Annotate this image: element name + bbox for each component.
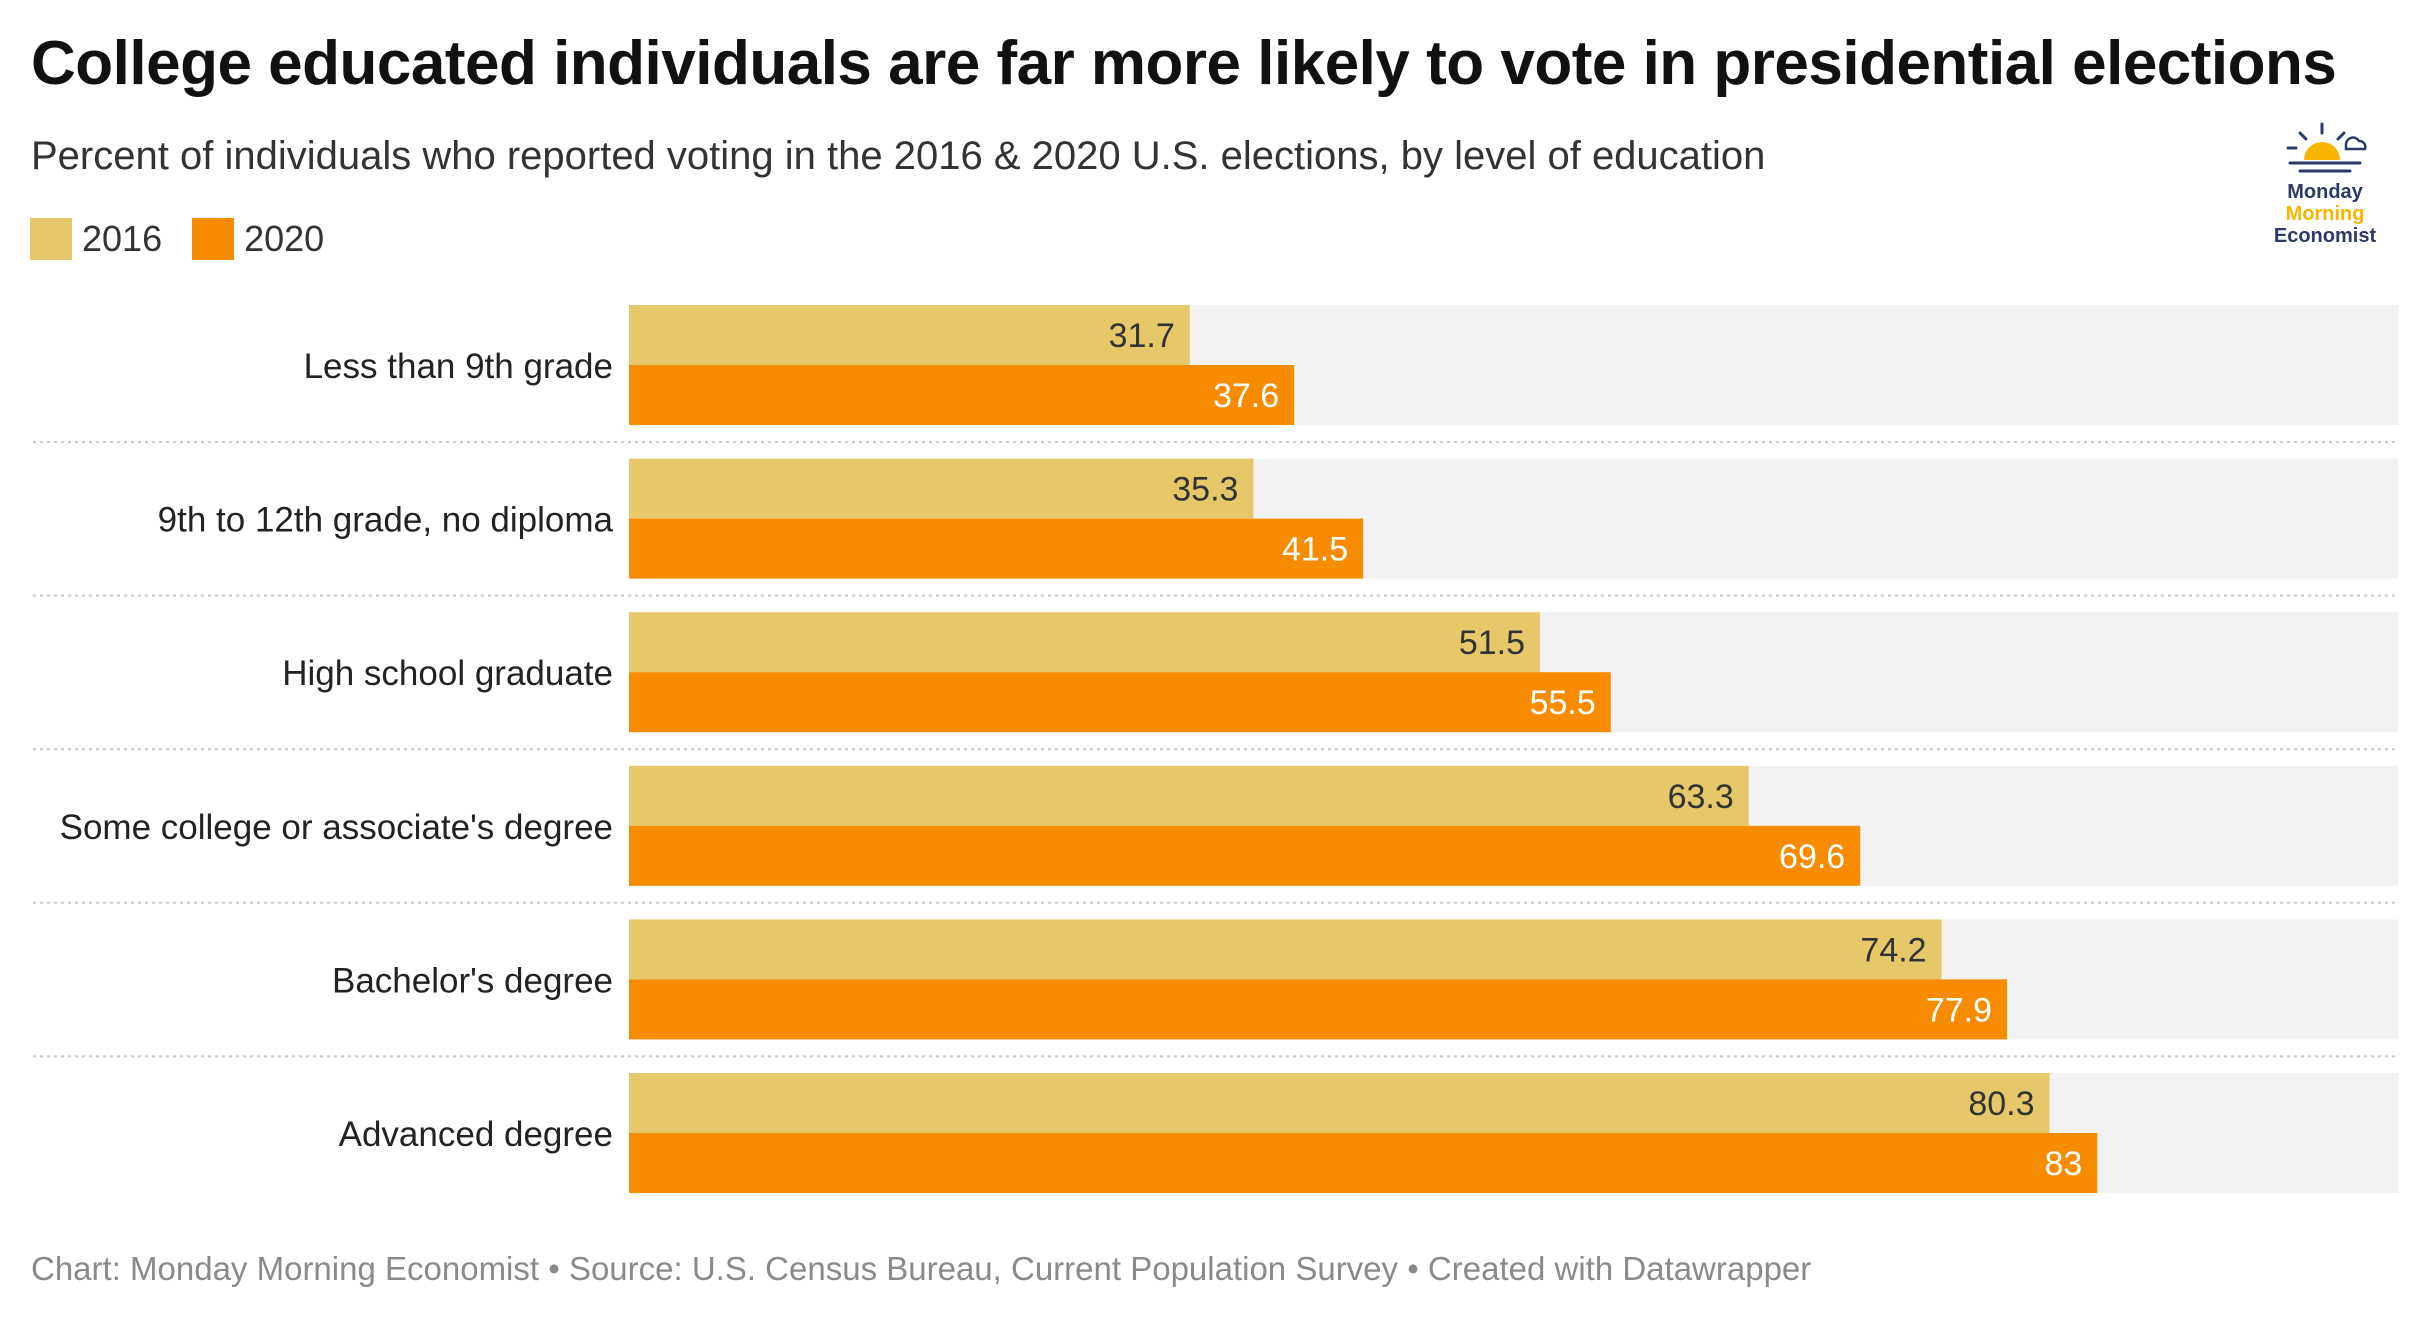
data-label-2020: 41.5 [1282, 531, 1348, 569]
bar-2016 [629, 1073, 2050, 1133]
legend-label-2020: 2020 [244, 218, 325, 259]
bar-2020 [629, 979, 2008, 1040]
data-label-2016: 80.3 [1968, 1085, 2034, 1123]
bar-2020 [629, 365, 1295, 425]
legend: 2016 2020 [30, 218, 354, 260]
data-label-2020: 37.6 [1213, 377, 1279, 415]
bar-2016 [629, 305, 1190, 365]
category-label: Bachelor's degree [332, 961, 613, 1000]
bar-2016 [629, 612, 1541, 673]
logo: Monday Morning Economist [2260, 120, 2390, 247]
bar-2020 [629, 1133, 2098, 1193]
bar-2020 [629, 825, 1861, 886]
sun-rising-icon [2286, 122, 2367, 173]
data-label-2020: 69.6 [1779, 838, 1845, 876]
data-label-2020: 77.9 [1926, 991, 1992, 1029]
category-label: Some college or associate's degree [60, 808, 613, 847]
category-label: Advanced degree [339, 1115, 613, 1154]
data-label-2020: 55.5 [1530, 684, 1596, 722]
bar-chart: Less than 9th grade 31.7 37.6 9th to 12th g… [33, 305, 2398, 1193]
data-label-2016: 51.5 [1459, 624, 1525, 662]
chart-footer: Chart: Monday Morning Economist • Source… [31, 1250, 1812, 1287]
data-label-2020: 83 [2044, 1145, 2082, 1183]
logo-text-monday: Monday [2287, 181, 2363, 203]
data-label-2016: 63.3 [1668, 778, 1734, 816]
logo-text-economist: Economist [2273, 225, 2377, 247]
category-label: 9th to 12th grade, no diploma [158, 501, 614, 540]
logo-text-morning: Morning [2285, 203, 2365, 225]
bar-2016 [629, 919, 1942, 980]
legend-swatch-2020 [192, 218, 235, 260]
data-label-2016: 31.7 [1109, 317, 1175, 355]
bar-2020 [629, 518, 1364, 579]
data-label-2016: 74.2 [1860, 931, 1926, 969]
legend-item-2016: 2016 [30, 218, 162, 260]
bar-2020 [629, 672, 1611, 733]
category-label: High school graduate [282, 654, 613, 693]
legend-swatch-2016 [30, 218, 72, 260]
bar-2016 [629, 765, 1749, 826]
bar-2016 [629, 458, 1254, 519]
data-label-2016: 35.3 [1172, 471, 1238, 509]
legend-label-2016: 2016 [82, 218, 163, 259]
chart-subtitle: Percent of individuals who reported voti… [31, 134, 1766, 178]
legend-item-2020: 2020 [192, 218, 324, 260]
chart-title: College educated individuals are far mor… [31, 29, 2337, 98]
category-label: Less than 9th grade [304, 347, 613, 386]
